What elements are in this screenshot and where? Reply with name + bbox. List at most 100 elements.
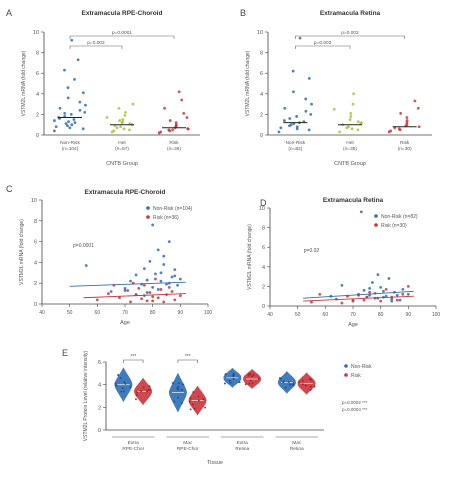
- data-point: [167, 128, 171, 132]
- panel-letter-d: D: [260, 198, 267, 208]
- data-point: [202, 398, 205, 401]
- data-point: [136, 391, 139, 394]
- trend-line: [69, 281, 186, 287]
- data-point: [151, 299, 155, 303]
- data-point: [399, 111, 403, 115]
- x-tick-label: 90: [406, 312, 412, 318]
- trend-line: [83, 293, 186, 299]
- data-point: [356, 128, 360, 132]
- data-point: [382, 289, 385, 293]
- data-point: [310, 379, 313, 382]
- data-point: [53, 129, 56, 133]
- y-tick-label: 0: [36, 133, 39, 139]
- data-point: [118, 119, 121, 122]
- y-tick-label: 0: [98, 428, 101, 434]
- data-point: [349, 111, 353, 115]
- data-point: [119, 377, 122, 380]
- data-point: [165, 282, 168, 286]
- data-point: [145, 390, 148, 393]
- data-point: [177, 90, 181, 94]
- data-point: [298, 36, 302, 40]
- data-point: [251, 375, 254, 378]
- data-point: [309, 385, 312, 388]
- data-point: [156, 288, 160, 291]
- data-point: [389, 129, 393, 133]
- data-point: [304, 109, 308, 113]
- data-point: [282, 380, 285, 383]
- data-point: [193, 407, 196, 410]
- data-point: [156, 296, 160, 300]
- data-point: [249, 379, 252, 382]
- data-point: [180, 98, 184, 102]
- data-point: [405, 123, 409, 127]
- p-value-annotation: p=0.0001: [73, 243, 94, 249]
- data-point: [171, 382, 174, 385]
- data-point: [384, 287, 388, 291]
- y-tick-label: 4: [36, 92, 39, 98]
- data-point: [122, 127, 126, 131]
- data-point: [162, 300, 166, 304]
- data-point: [349, 115, 353, 118]
- data-point: [284, 386, 287, 389]
- data-point: [277, 130, 281, 134]
- data-point: [340, 301, 344, 305]
- data-point: [95, 298, 99, 302]
- x-tick-label: 70: [122, 310, 128, 316]
- data-point: [148, 259, 152, 263]
- data-point: [352, 92, 356, 96]
- data-point: [346, 294, 349, 298]
- data-point: [387, 277, 391, 280]
- data-point: [379, 285, 383, 289]
- data-point: [406, 292, 410, 296]
- data-point: [70, 123, 74, 127]
- data-point: [135, 394, 138, 397]
- data-point: [151, 295, 155, 299]
- chart-title: Extramacula RPE-Choroid: [82, 10, 163, 17]
- data-point: [307, 76, 311, 80]
- data-point: [53, 119, 56, 122]
- data-point: [304, 97, 308, 101]
- data-point: [121, 120, 125, 124]
- data-point: [107, 292, 110, 295]
- data-point: [362, 288, 366, 292]
- p-value-annotation: p=0.02: [304, 248, 320, 254]
- data-point: [291, 69, 295, 73]
- data-point: [70, 38, 74, 42]
- data-point: [174, 121, 178, 125]
- stats-text: p=0.0002 ***: [342, 400, 368, 405]
- data-point: [131, 102, 135, 106]
- data-point: [78, 100, 82, 104]
- data-point: [247, 374, 250, 377]
- data-point: [249, 373, 252, 376]
- data-point: [148, 291, 152, 294]
- data-point: [348, 118, 352, 121]
- y-tick-label: 4: [98, 383, 101, 389]
- data-point: [115, 126, 119, 130]
- data-point: [345, 126, 349, 130]
- data-point: [197, 399, 200, 402]
- data-point: [83, 110, 87, 114]
- y-tick-label: 10: [259, 206, 265, 212]
- x-tick-label: 50: [295, 312, 301, 318]
- data-point: [304, 384, 307, 387]
- data-point: [128, 128, 131, 132]
- p-value-label: p=0.002: [87, 40, 105, 46]
- data-point: [145, 291, 149, 294]
- data-point: [182, 383, 185, 386]
- data-point: [232, 372, 235, 375]
- x-tick-label: Non-Risk (n=82): [285, 140, 305, 152]
- data-point: [66, 96, 70, 100]
- data-point: [151, 223, 155, 227]
- data-point: [134, 273, 138, 277]
- data-point: [351, 102, 355, 106]
- data-point: [129, 300, 132, 304]
- data-point: [67, 120, 70, 124]
- y-tick-label: 10: [31, 198, 37, 204]
- data-point: [177, 382, 180, 385]
- data-point: [66, 124, 69, 128]
- y-tick-label: 0: [34, 302, 37, 308]
- significance-bracket: [69, 35, 175, 39]
- group-label: Extra RPE-Chor: [122, 440, 144, 452]
- data-point: [123, 287, 127, 290]
- y-tick-label: 0: [260, 133, 263, 139]
